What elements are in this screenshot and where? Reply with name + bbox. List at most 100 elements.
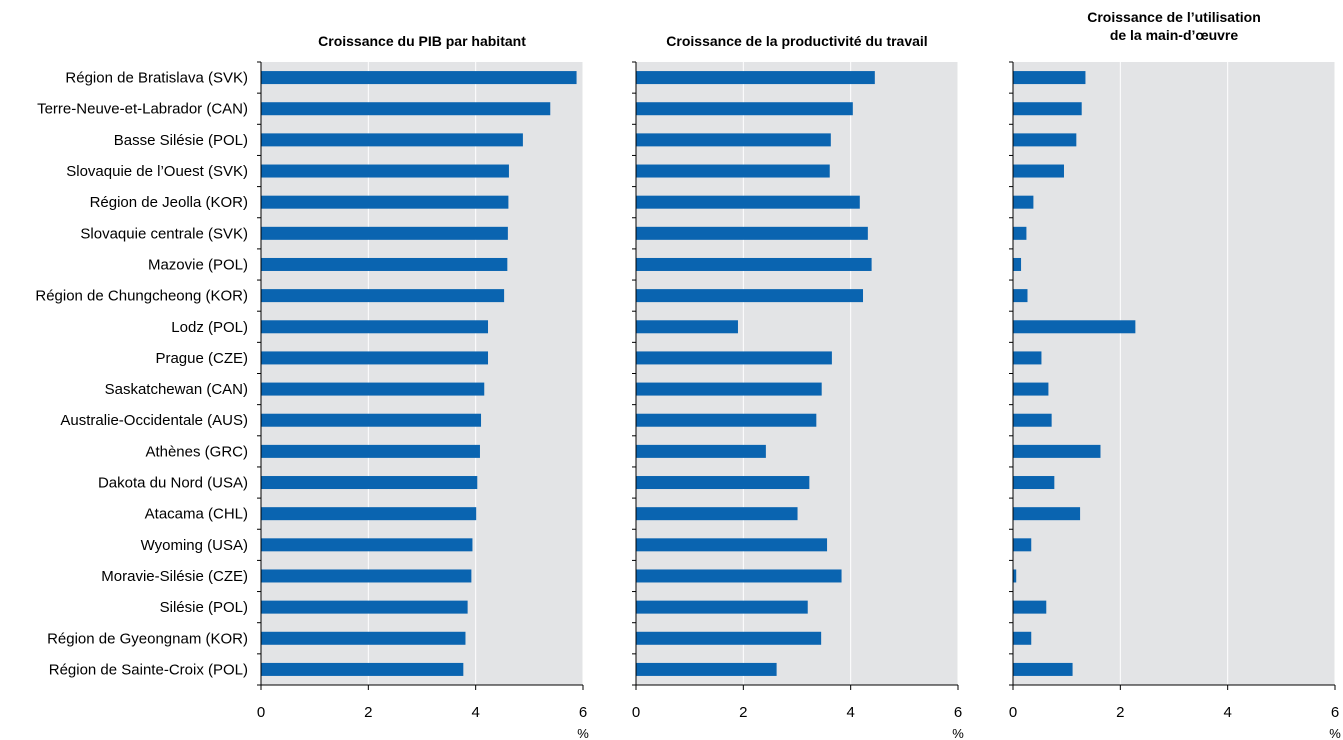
x-tick-label: 6 [954, 704, 962, 721]
bar [1013, 444, 1101, 458]
category-label: Lodz (POL) [171, 319, 248, 336]
x-tick-label: 4 [846, 704, 854, 721]
bar [636, 102, 853, 116]
category-label: Basse Silésie (POL) [114, 132, 248, 149]
bar [261, 631, 466, 645]
bar [1013, 289, 1028, 303]
bar [261, 71, 577, 85]
bar [636, 320, 738, 334]
category-label: Atacama (CHL) [145, 506, 248, 523]
bar [1013, 102, 1082, 116]
category-label: Région de Gyeongnam (KOR) [47, 630, 248, 647]
bar [1013, 351, 1042, 365]
plot-background [1013, 62, 1335, 685]
bar [261, 413, 482, 427]
bar [261, 538, 473, 552]
bar [261, 382, 485, 396]
bar [636, 662, 777, 676]
bar [636, 133, 831, 147]
bar [261, 351, 489, 365]
bar [261, 195, 509, 209]
bar [261, 102, 551, 116]
category-label: Silésie (POL) [160, 599, 248, 616]
bar [636, 413, 817, 427]
bar [1013, 257, 1022, 271]
bar [636, 195, 860, 209]
bar [1013, 71, 1086, 85]
bar [636, 538, 828, 552]
bar [261, 226, 508, 240]
category-label: Australie-Occidentale (AUS) [60, 412, 248, 429]
bar [636, 257, 872, 271]
category-label: Région de Chungcheong (KOR) [35, 288, 248, 305]
bar [1013, 538, 1032, 552]
bar [261, 507, 477, 521]
x-tick-label: 4 [471, 704, 479, 721]
category-label: Wyoming (USA) [141, 537, 248, 554]
bar [636, 71, 875, 85]
x-unit-label: % [1329, 726, 1341, 740]
bar [636, 507, 798, 521]
bar [261, 320, 489, 334]
plot-background [261, 62, 583, 685]
category-label: Prague (CZE) [155, 350, 248, 367]
bar [1013, 600, 1047, 614]
bar [261, 164, 509, 178]
bar [261, 133, 523, 147]
bar [636, 444, 766, 458]
category-label: Slovaquie de l’Ouest (SVK) [66, 163, 248, 180]
panel-title: Croissance du PIB par habitant [318, 33, 526, 49]
x-tick-label: 6 [579, 704, 587, 721]
category-label: Mazovie (POL) [148, 256, 248, 273]
x-tick-label: 0 [257, 704, 265, 721]
panel-title: Croissance de l’utilisation [1087, 9, 1261, 25]
bar [636, 226, 868, 240]
bar [636, 569, 842, 583]
category-label: Saskatchewan (CAN) [105, 381, 248, 398]
bar [1013, 631, 1032, 645]
x-tick-label: 2 [1116, 704, 1124, 721]
x-unit-label: % [952, 726, 964, 740]
bar [1013, 507, 1081, 521]
bar [1013, 164, 1064, 178]
category-label: Terre-Neuve-et-Labrador (CAN) [37, 101, 248, 118]
category-label: Région de Bratislava (SVK) [65, 70, 248, 87]
bar [1013, 226, 1027, 240]
x-tick-label: 2 [364, 704, 372, 721]
panel-title: de la main-d’œuvre [1110, 27, 1239, 43]
bar [1013, 195, 1034, 209]
bar [636, 600, 808, 614]
bar [636, 289, 864, 303]
bar [1013, 413, 1052, 427]
panel-title: Croissance de la productivité du travail [666, 33, 927, 49]
bar [1013, 476, 1055, 490]
x-tick-label: 6 [1331, 704, 1339, 721]
x-tick-label: 2 [739, 704, 747, 721]
bar [636, 631, 822, 645]
x-tick-label: 0 [632, 704, 640, 721]
x-tick-label: 4 [1223, 704, 1231, 721]
category-label: Moravie-Silésie (CZE) [101, 568, 248, 585]
bar [1013, 320, 1136, 334]
bar [261, 600, 468, 614]
bar [261, 476, 478, 490]
plot-background [636, 62, 958, 685]
category-label: Région de Sainte-Croix (POL) [49, 661, 248, 678]
x-tick-label: 0 [1009, 704, 1017, 721]
bar [261, 289, 505, 303]
category-label: Région de Jeolla (KOR) [90, 194, 248, 211]
bar [261, 444, 480, 458]
category-label: Slovaquie centrale (SVK) [80, 225, 248, 242]
bar [636, 164, 830, 178]
x-unit-label: % [577, 726, 589, 740]
bar [1013, 382, 1049, 396]
bar [1013, 662, 1073, 676]
bar [636, 351, 832, 365]
category-label: Athènes (GRC) [145, 443, 248, 460]
bar [261, 569, 472, 583]
bar [261, 257, 508, 271]
bar [1013, 133, 1077, 147]
bar [636, 382, 822, 396]
category-label: Dakota du Nord (USA) [98, 475, 248, 492]
